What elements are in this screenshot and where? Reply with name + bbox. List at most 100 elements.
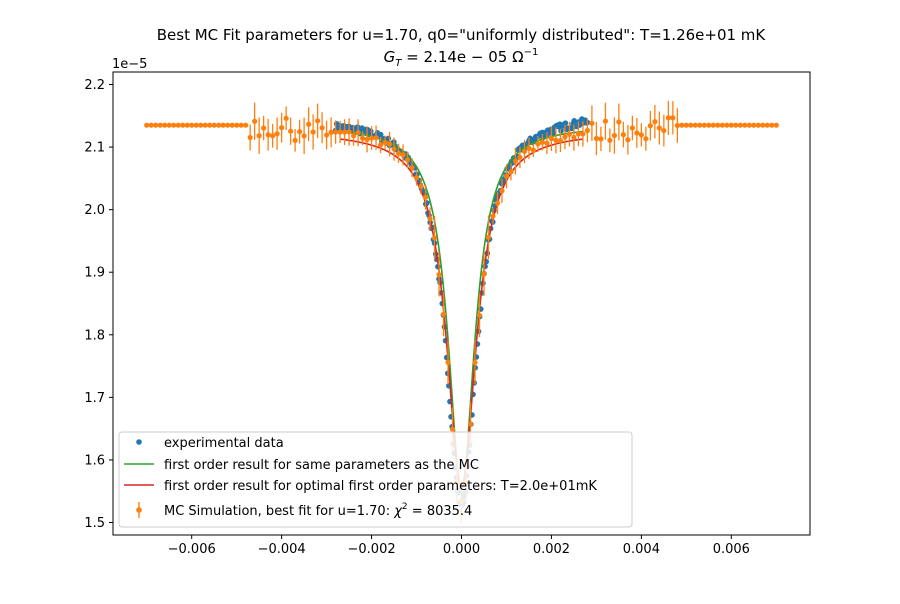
data-point-mc	[202, 122, 208, 128]
x-tick-label: −0.006	[168, 542, 216, 557]
data-point-mc	[584, 127, 591, 134]
data-point-mc	[616, 119, 622, 125]
data-point-mc	[418, 183, 424, 190]
data-point-mc	[737, 122, 743, 128]
data-point-mc	[557, 137, 564, 144]
data-point-mc	[234, 122, 240, 128]
y-tick-label: 1.5	[84, 516, 105, 531]
plot-area	[144, 100, 779, 524]
data-point-mc	[485, 234, 492, 240]
data-point-mc	[472, 359, 478, 366]
data-point-mc	[229, 122, 235, 128]
data-point-mc	[315, 118, 321, 124]
y-tick-label: 1.9	[84, 266, 105, 281]
chart-title-line1: Best MC Fit parameters for u=1.70, q0="u…	[157, 26, 767, 44]
data-point-mc	[301, 133, 307, 139]
data-point-mc	[409, 165, 415, 171]
data-point-mc	[323, 132, 330, 138]
data-point-mc	[359, 135, 366, 141]
data-point-mc	[364, 136, 370, 143]
data-point-mc	[279, 125, 285, 131]
y-tick-label: 2.2	[84, 78, 105, 93]
data-point-mc	[742, 122, 748, 128]
data-point-mc	[494, 200, 501, 206]
data-point-mc	[198, 122, 204, 128]
data-point-mc	[261, 125, 267, 131]
data-point-mc	[638, 132, 644, 138]
data-point-mc	[697, 122, 703, 128]
data-point-mc	[292, 137, 298, 143]
legend-mc-suffix: = 8035.4	[408, 504, 473, 519]
data-point-mc	[449, 426, 456, 432]
data-point-mc	[306, 121, 312, 127]
y-tick-label: 1.6	[84, 453, 105, 468]
data-point-mc	[144, 122, 150, 128]
data-point-mc	[706, 122, 712, 128]
data-point-mc	[643, 136, 649, 142]
data-point-mc	[661, 127, 667, 134]
x-tick-label: 0.004	[623, 542, 660, 557]
data-point-mc	[769, 122, 775, 128]
data-point-mc	[400, 152, 406, 158]
data-point-mc	[688, 122, 694, 128]
data-point-mc	[620, 132, 626, 138]
legend-marker-mc-point	[136, 507, 142, 513]
data-point-mc	[562, 134, 568, 140]
data-point-mc	[674, 122, 680, 129]
data-point-mc	[283, 115, 289, 121]
data-point-mc	[629, 125, 635, 131]
data-point-mc	[607, 137, 613, 143]
x-tick-label: −0.002	[348, 542, 396, 557]
data-point-mc	[508, 169, 514, 175]
data-point-mc	[652, 119, 658, 125]
data-point-mc	[598, 136, 604, 142]
data-point-experimental	[562, 120, 569, 126]
data-point-mc	[148, 122, 154, 128]
data-point-mc	[440, 311, 447, 317]
legend-box	[118, 431, 633, 528]
data-point-mc	[166, 122, 172, 128]
data-point-mc	[153, 122, 159, 128]
data-point-mc	[171, 122, 177, 128]
data-point-mc	[175, 122, 181, 128]
data-point-mc	[225, 122, 231, 128]
data-point-experimental	[385, 135, 392, 142]
data-point-mc	[476, 312, 483, 318]
data-point-mc	[755, 122, 761, 128]
data-point-mc	[422, 194, 429, 200]
data-point-mc	[679, 122, 685, 128]
data-point-mc	[373, 135, 379, 141]
data-point-mc	[328, 129, 334, 135]
data-point-mc	[719, 122, 725, 128]
data-point-mc	[602, 118, 608, 124]
data-point-mc	[382, 140, 388, 146]
data-point-mc	[297, 129, 303, 135]
data-point-mc	[692, 122, 698, 128]
data-point-mc	[193, 122, 199, 128]
data-point-mc	[413, 175, 420, 181]
data-point-mc	[503, 173, 510, 179]
data-point-mc	[162, 122, 168, 128]
x-tick-label: 0.002	[533, 542, 570, 557]
data-point-mc	[337, 129, 343, 135]
data-point-mc	[625, 137, 631, 143]
data-point-experimental	[571, 118, 578, 124]
data-point-mc	[395, 150, 402, 156]
data-point-mc	[535, 141, 541, 147]
data-point-mc	[368, 135, 375, 141]
data-point-mc	[521, 148, 528, 155]
data-point-mc	[760, 122, 766, 128]
data-point-mc	[490, 213, 496, 219]
data-point-mc	[350, 133, 357, 139]
data-point-mc	[548, 136, 555, 142]
data-point-mc	[553, 137, 559, 143]
data-point-mc	[157, 122, 163, 128]
data-point-mc	[346, 129, 352, 135]
x-tick-label: 0.006	[713, 542, 750, 557]
legend-label-experimental: experimental data	[164, 436, 284, 451]
data-point-mc	[530, 147, 537, 153]
data-point-mc	[386, 141, 393, 147]
data-point-mc	[575, 131, 582, 137]
data-point-mc	[220, 122, 226, 128]
